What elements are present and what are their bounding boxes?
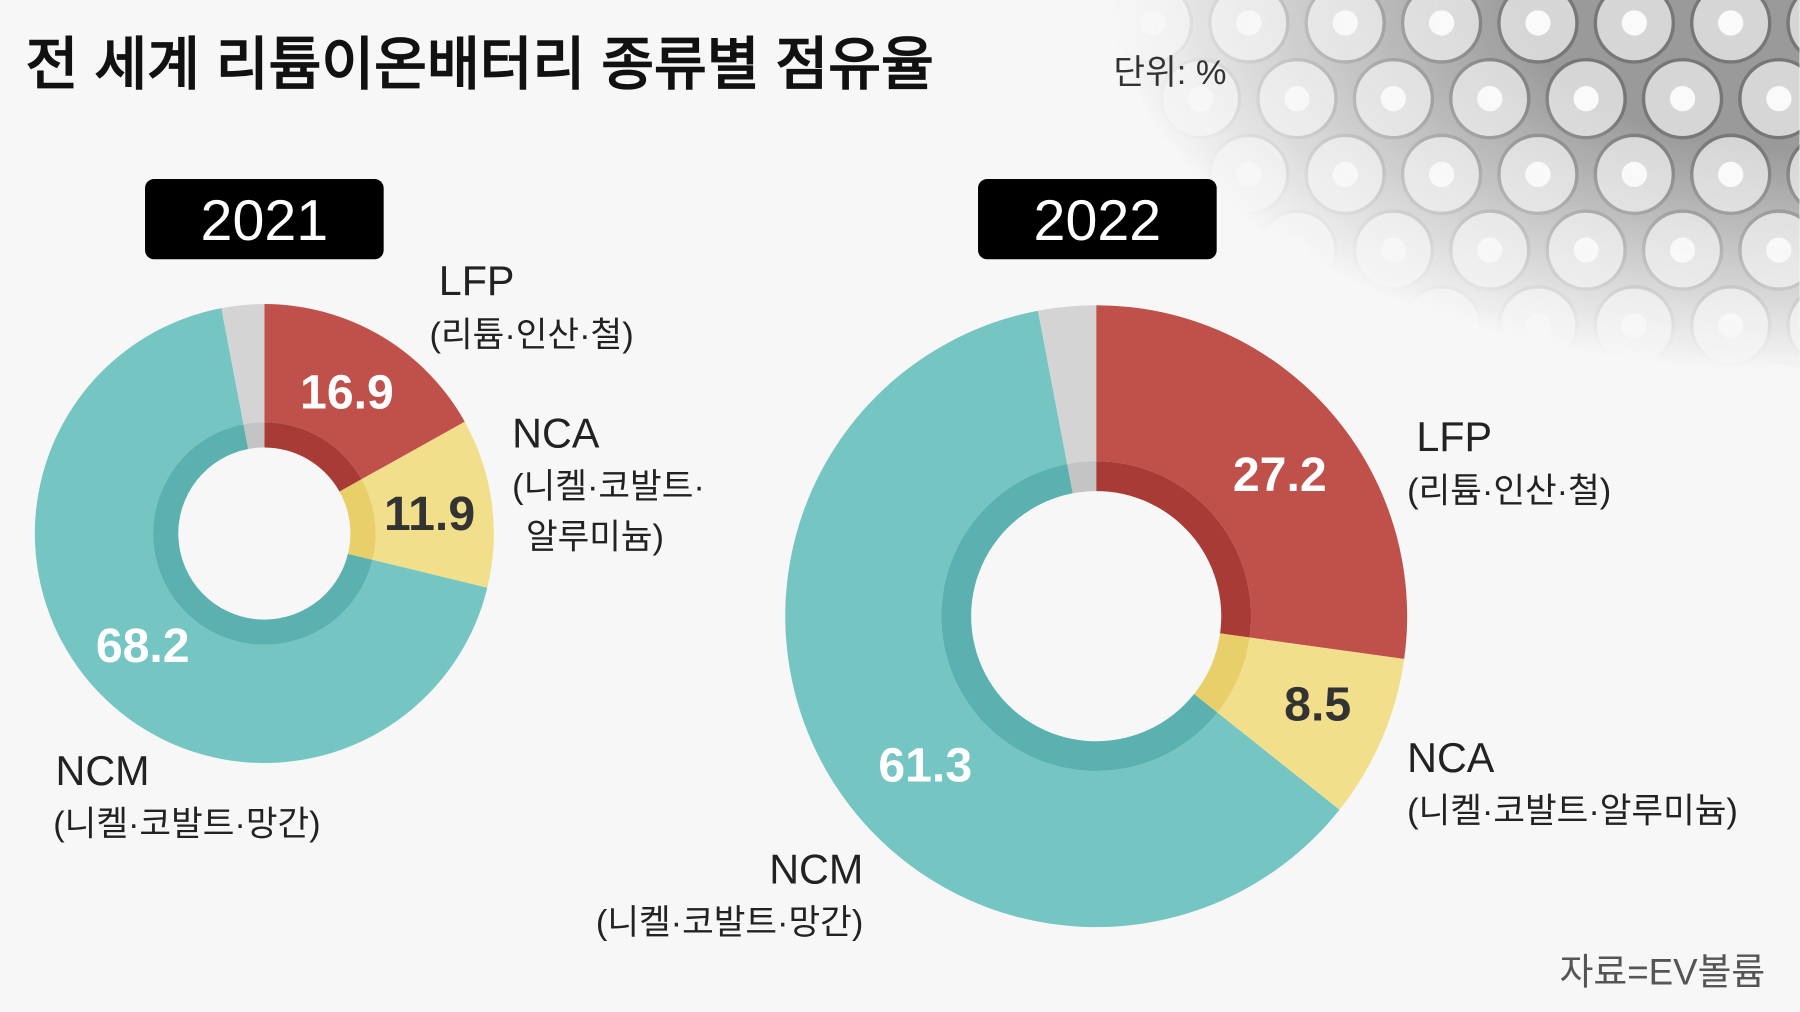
value-label-lfp: 16.9 bbox=[300, 365, 394, 419]
slice-inner-lfp bbox=[1096, 461, 1252, 638]
slice-inner-lfp bbox=[264, 422, 362, 492]
slice-other bbox=[221, 304, 265, 425]
slice-ncm bbox=[34, 308, 488, 764]
legend-nca-name: NCA bbox=[512, 410, 600, 456]
legend-ncm-desc: (니켈·코발트·망간) bbox=[596, 904, 863, 942]
legend-nca-desc: (니켈·코발트· bbox=[512, 468, 705, 506]
donut-2021 bbox=[34, 304, 494, 764]
chart-title: 전 세계 리튬이온배터리 종류별 점유율 bbox=[26, 33, 934, 97]
slice-lfp bbox=[1096, 305, 1408, 659]
donut-2022 bbox=[785, 305, 1408, 928]
slice-nca bbox=[1217, 637, 1405, 810]
slice-ncm bbox=[785, 310, 1340, 928]
slice-inner-nca bbox=[339, 479, 376, 560]
legend-nca-desc: 알루미늄) bbox=[526, 518, 664, 556]
legend-lfp-desc: (리튬·인산·철) bbox=[430, 317, 634, 355]
year-badge-2021: 2021 bbox=[145, 178, 384, 260]
value-label-lfp: 27.2 bbox=[1233, 448, 1327, 502]
legend-nca-desc: (니켈·코발트·알루미늄) bbox=[1407, 793, 1738, 831]
legend-ncm-desc: (니켈·코발트·망간) bbox=[53, 805, 320, 843]
legend-lfp-desc: (리튬·인산·철) bbox=[1407, 473, 1611, 511]
slice-lfp bbox=[264, 304, 465, 480]
slice-other bbox=[1037, 305, 1097, 464]
unit-label: 단위: % bbox=[1113, 54, 1226, 92]
year-label: 2022 bbox=[1034, 189, 1162, 253]
slice-nca bbox=[361, 421, 494, 588]
year-label: 2021 bbox=[201, 189, 329, 253]
value-label-ncm: 68.2 bbox=[96, 619, 190, 673]
value-label-nca: 11.9 bbox=[384, 487, 475, 541]
legend-lfp-name: LFP bbox=[1416, 414, 1492, 460]
slice-inner-other bbox=[1067, 461, 1097, 494]
slice-inner-other bbox=[243, 422, 265, 450]
legend-nca-name: NCA bbox=[1407, 735, 1495, 781]
source-label: 자료=EV볼륨 bbox=[1560, 951, 1765, 992]
year-badge-2022: 2022 bbox=[978, 178, 1217, 260]
legend-lfp-name: LFP bbox=[439, 258, 515, 304]
slice-inner-nca bbox=[1194, 633, 1250, 713]
legend-ncm-name: NCM bbox=[56, 748, 150, 794]
value-label-ncm: 61.3 bbox=[878, 738, 972, 792]
legend-ncm-name: NCM bbox=[769, 846, 863, 892]
value-label-nca: 8.5 bbox=[1284, 678, 1351, 732]
